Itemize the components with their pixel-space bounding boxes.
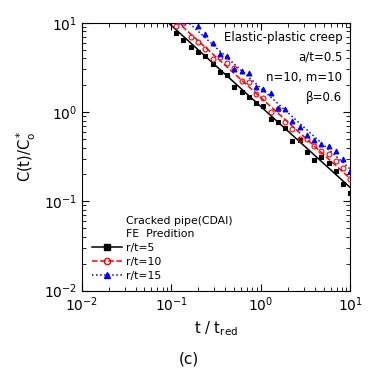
X-axis label: t / t$_\mathregular{red}$: t / t$_\mathregular{red}$ [194,319,238,338]
Text: Elastic-plastic creep
a/t=0.5
n=10, m=10
β=0.6: Elastic-plastic creep a/t=0.5 n=10, m=10… [224,31,342,104]
Text: (c): (c) [179,351,199,366]
Y-axis label: C(t)/C$_\mathregular{o}^*$: C(t)/C$_\mathregular{o}^*$ [15,131,38,183]
Legend: Cracked pipe(CDAI), FE  Predition, r/t=5, r/t=10, r/t=15: Cracked pipe(CDAI), FE Predition, r/t=5,… [88,212,236,284]
